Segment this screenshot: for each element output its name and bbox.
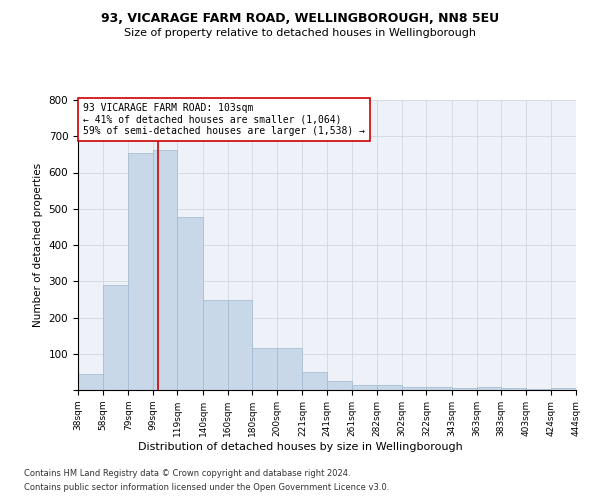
- Text: Size of property relative to detached houses in Wellingborough: Size of property relative to detached ho…: [124, 28, 476, 38]
- Text: 93 VICARAGE FARM ROAD: 103sqm
← 41% of detached houses are smaller (1,064)
59% o: 93 VICARAGE FARM ROAD: 103sqm ← 41% of d…: [83, 103, 365, 136]
- Bar: [128, 152, 153, 390]
- Bar: [551, 388, 576, 390]
- Bar: [476, 387, 501, 390]
- Bar: [526, 389, 551, 390]
- Bar: [452, 388, 476, 390]
- Bar: [352, 384, 377, 390]
- Text: Contains HM Land Registry data © Crown copyright and database right 2024.: Contains HM Land Registry data © Crown c…: [24, 468, 350, 477]
- Bar: [277, 348, 302, 390]
- Bar: [78, 374, 103, 390]
- Bar: [203, 300, 227, 390]
- Text: 93, VICARAGE FARM ROAD, WELLINGBOROUGH, NN8 5EU: 93, VICARAGE FARM ROAD, WELLINGBOROUGH, …: [101, 12, 499, 26]
- Bar: [178, 218, 203, 390]
- Bar: [103, 284, 128, 390]
- Text: Contains public sector information licensed under the Open Government Licence v3: Contains public sector information licen…: [24, 484, 389, 492]
- Text: Distribution of detached houses by size in Wellingborough: Distribution of detached houses by size …: [137, 442, 463, 452]
- Bar: [402, 387, 427, 390]
- Bar: [377, 384, 402, 390]
- Bar: [327, 380, 352, 390]
- Bar: [427, 387, 452, 390]
- Bar: [153, 150, 178, 390]
- Bar: [302, 372, 327, 390]
- Bar: [227, 300, 252, 390]
- Y-axis label: Number of detached properties: Number of detached properties: [33, 163, 43, 327]
- Bar: [252, 348, 277, 390]
- Bar: [501, 388, 526, 390]
